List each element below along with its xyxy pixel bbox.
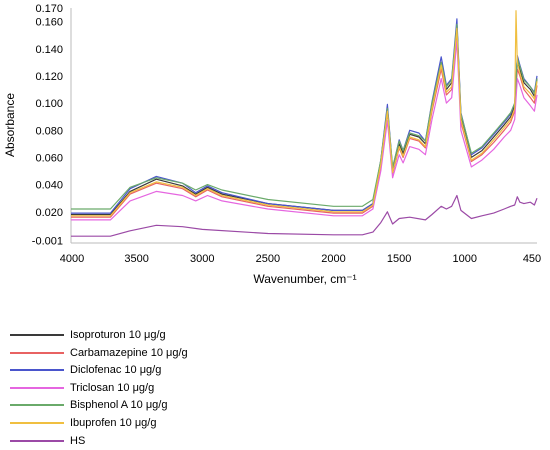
legend-item: Triclosan 10 μg/g: [10, 380, 260, 396]
legend-item: Carbamazepine 10 μg/g: [10, 345, 260, 361]
series-line-3: [71, 39, 538, 221]
x-tick-label: 1000: [453, 253, 477, 265]
legend-item: Bisphenol A 10 μg/g: [10, 397, 260, 413]
legend-swatch: [10, 404, 64, 407]
y-tick-labels: -0.001 0.020 0.040 0.060 0.080 0.100 0.120 0.14…: [32, 3, 63, 247]
y-axis-title: Absorbance: [3, 93, 17, 157]
legend-item: Diclofenac 10 μg/g: [10, 362, 260, 378]
legend-label: Ibuprofen 10 μg/g: [70, 416, 157, 429]
y-tick-label: 0.120: [35, 71, 63, 83]
series-line-1: [71, 31, 538, 218]
y-tick-label: 0.040: [35, 180, 63, 192]
legend-swatch: [10, 439, 64, 442]
legend-swatch: [10, 386, 64, 389]
legend-label: Isoproturon 10 μg/g: [70, 329, 166, 341]
x-tick-label: 450: [523, 253, 541, 265]
legend-label: Carbamazepine 10 μg/g: [70, 346, 188, 359]
legend-label: HS: [70, 434, 86, 447]
y-tick-label: 0.140: [35, 44, 63, 56]
legend-item: HS: [10, 433, 260, 449]
legend-swatch: [10, 421, 64, 424]
y-tick-label: 0.100: [35, 98, 63, 110]
series-line-4: [71, 23, 538, 210]
legend-swatch: [10, 334, 64, 336]
legend-swatch: [10, 351, 64, 354]
x-axis-title: Wavenumber, cm⁻¹: [253, 272, 356, 286]
legend-label: Triclosan 10 μg/g: [70, 381, 155, 394]
spectrum-chart: -0.001 0.020 0.040 0.060 0.080 0.100 0.120 0.14…: [3, 3, 541, 286]
series-line-0: [71, 23, 538, 216]
legend-label: Bisphenol A 10 μg/g: [70, 399, 168, 412]
y-tick-label: 0.020: [35, 207, 63, 219]
x-tick-label: 2000: [321, 253, 345, 265]
legend-swatch: [10, 369, 64, 372]
series-line-6: [71, 194, 538, 237]
legend-item: Ibuprofen 10 μg/g: [10, 415, 260, 431]
x-tick-label: 4000: [60, 253, 84, 265]
series-line-5: [71, 10, 538, 217]
x-tick-label: 2500: [256, 253, 280, 265]
series-layer: [71, 10, 538, 237]
chart-legend: Isoproturon 10 μg/g Carbamazepine 10 μg/g…: [10, 327, 260, 450]
y-tick-label: 0.170: [35, 3, 63, 15]
y-tick-label: 0.080: [35, 125, 63, 137]
x-tick-label: 3000: [190, 253, 214, 265]
y-tick-label: 0.160: [35, 17, 63, 29]
x-tick-labels: 4000 3500 3000 2500 2000 1500 1000 450: [60, 253, 541, 265]
x-tick-label: 1500: [387, 253, 411, 265]
legend-label: Diclofenac 10 μg/g: [70, 364, 162, 377]
y-tick-label: -0.001: [32, 235, 63, 247]
legend-item: Isoproturon 10 μg/g: [10, 327, 260, 343]
x-tick-label: 3500: [124, 253, 148, 265]
y-tick-label: 0.060: [35, 152, 63, 164]
